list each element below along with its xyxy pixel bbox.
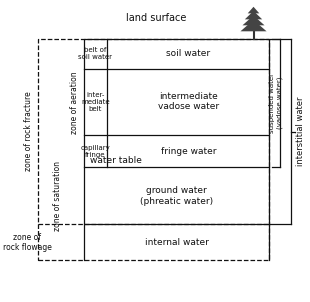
Text: zone of rock fracture: zone of rock fracture [24, 92, 33, 172]
Text: zone of saturation: zone of saturation [53, 161, 62, 231]
Text: land surface: land surface [126, 14, 187, 24]
Polygon shape [241, 20, 267, 31]
Text: zone of
rock flowage: zone of rock flowage [3, 233, 52, 252]
Bar [84, 39, 269, 224]
Text: water table: water table [90, 156, 142, 165]
Text: ground water
(phreatic water): ground water (phreatic water) [140, 186, 213, 206]
Text: zone of aeration: zone of aeration [70, 72, 79, 134]
Text: internal water: internal water [145, 238, 209, 247]
Text: suspended water
(vadose water): suspended water (vadose water) [269, 73, 283, 133]
Text: fringe water: fringe water [161, 146, 216, 156]
Text: soil water: soil water [166, 49, 210, 58]
Bar [38, 39, 269, 260]
Polygon shape [242, 15, 264, 25]
Text: inter-
mediate
belt: inter- mediate belt [81, 92, 110, 112]
Text: capillary
fringe: capillary fringe [81, 144, 110, 158]
Polygon shape [245, 11, 262, 19]
Text: interstitial water: interstitial water [296, 97, 305, 166]
Polygon shape [248, 7, 259, 13]
Text: belt of
soil water: belt of soil water [78, 47, 113, 60]
Text: intermediate
vadose water: intermediate vadose water [158, 92, 219, 111]
